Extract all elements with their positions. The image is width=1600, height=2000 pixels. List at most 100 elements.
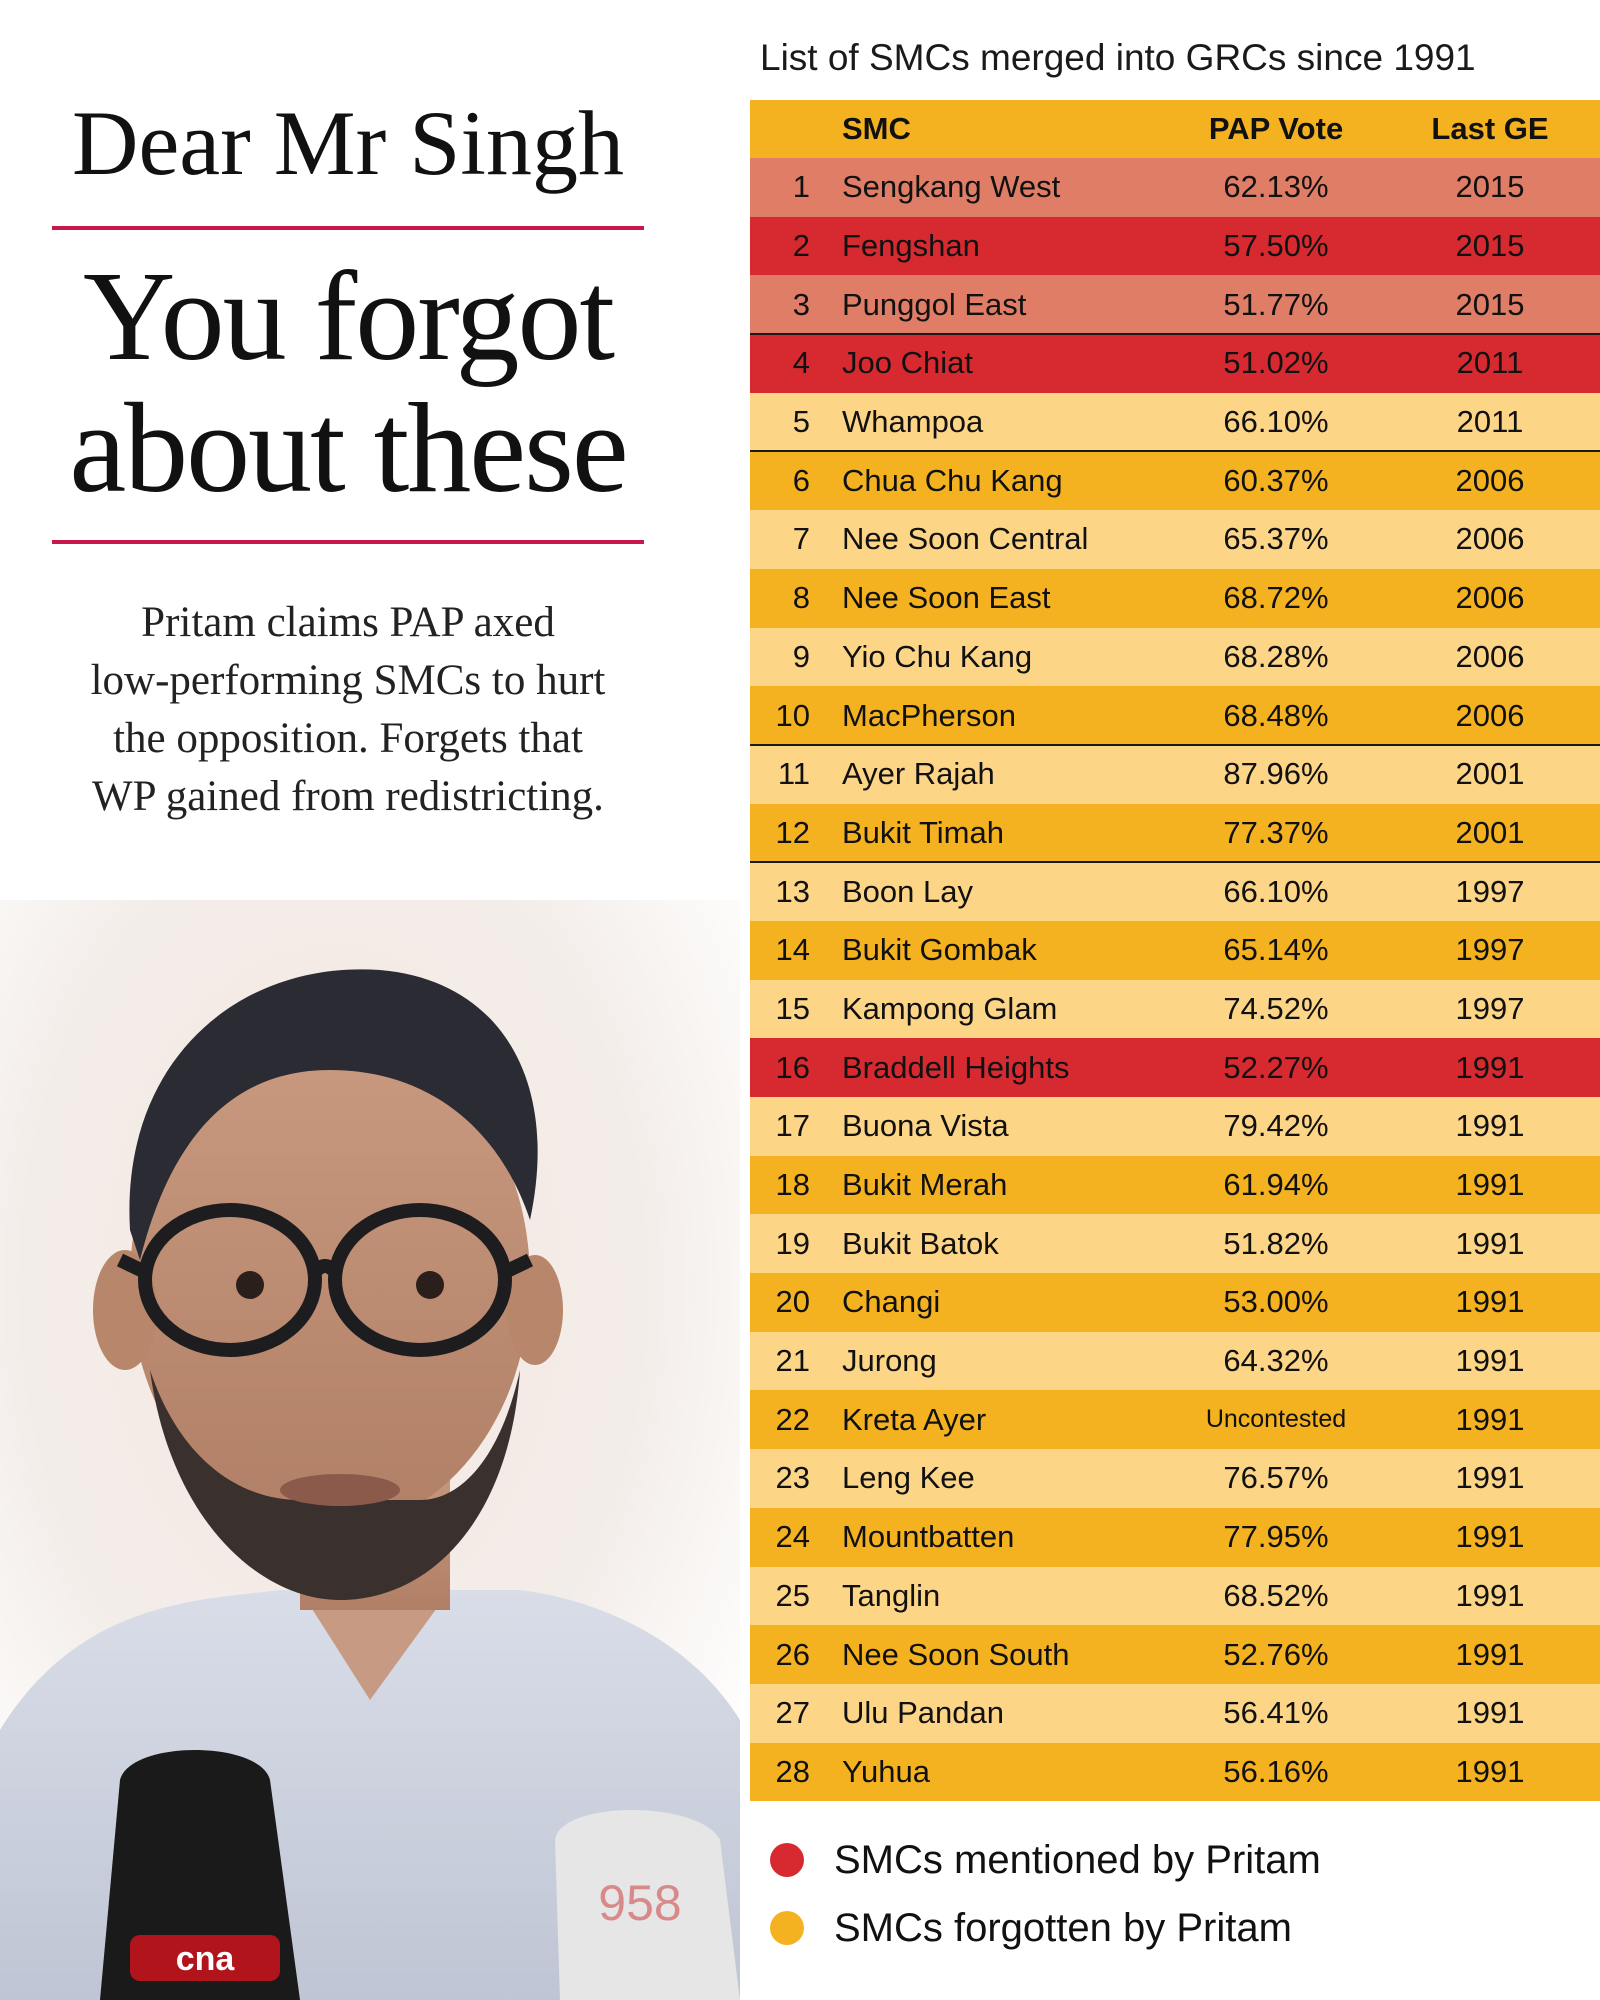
microphone-right <box>555 1810 740 2000</box>
mic-logo-cna: cna <box>176 1940 236 1978</box>
row-number: 22 <box>775 1401 810 1437</box>
row-number: 26 <box>775 1636 810 1672</box>
row-last-ge: 2015 <box>1455 169 1525 205</box>
row-last-ge: 1991 <box>1455 1636 1525 1672</box>
mouth <box>280 1474 400 1506</box>
row-smc-name: Yio Chu Kang <box>842 638 1033 674</box>
row-pap-vote: 68.52% <box>1223 1577 1329 1613</box>
row-last-ge: 1991 <box>1455 1167 1525 1203</box>
row-number: 12 <box>775 814 810 850</box>
row-number: 27 <box>775 1695 810 1731</box>
row-number: 7 <box>792 521 810 557</box>
row-smc-name: Chua Chu Kang <box>842 462 1063 498</box>
row-last-ge: 2015 <box>1455 286 1525 322</box>
row-last-ge: 1991 <box>1455 1343 1525 1379</box>
table-row: 14 Bukit Gombak 65.14% 1997 <box>750 920 1600 980</box>
row-pap-vote: 51.77% <box>1223 286 1329 322</box>
row-number: 15 <box>775 990 810 1026</box>
ear-right <box>507 1255 563 1365</box>
table-row: 26 Nee Soon South 52.76% 1991 <box>750 1625 1600 1684</box>
header-last-ge: Last GE <box>1431 111 1549 146</box>
row-number: 16 <box>775 1049 810 1085</box>
row-pap-vote: 87.96% <box>1223 756 1329 792</box>
row-number: 4 <box>792 345 810 381</box>
table-row: 27 Ulu Pandan 56.41% 1991 <box>750 1683 1600 1743</box>
row-last-ge: 1991 <box>1455 1519 1525 1555</box>
table-row: 21 Jurong 64.32% 1991 <box>750 1331 1600 1391</box>
row-pap-vote: 77.37% <box>1223 814 1329 850</box>
row-last-ge: 1991 <box>1455 1108 1525 1144</box>
table-row: 9 Yio Chu Kang 68.28% 2006 <box>750 627 1600 687</box>
lede-line: the opposition. Forgets that <box>113 715 583 762</box>
row-smc-name: Jurong <box>842 1343 937 1379</box>
lede-line: low-performing SMCs to hurt <box>90 657 606 704</box>
row-number: 9 <box>792 638 810 674</box>
row-number: 1 <box>792 169 810 205</box>
row-number: 14 <box>775 932 810 968</box>
eye-left <box>236 1271 264 1299</box>
headline-salutation: Dear Mr Singh <box>72 92 624 194</box>
row-smc-name: Leng Kee <box>842 1460 975 1496</box>
table-row: 17 Buona Vista 79.42% 1991 <box>750 1097 1600 1156</box>
row-pap-vote: Uncontested <box>1205 1405 1347 1434</box>
table-row: 18 Bukit Merah 61.94% 1991 <box>750 1155 1600 1215</box>
row-last-ge: 2015 <box>1455 228 1525 264</box>
table-row: 10 MacPherson 68.48% 2006 <box>750 686 1600 745</box>
row-smc-name: Braddell Heights <box>842 1049 1070 1085</box>
table-row: 1 Sengkang West 62.13% 2015 <box>750 158 1600 217</box>
row-pap-vote: 56.16% <box>1223 1753 1329 1789</box>
neck-opening <box>300 1590 450 1700</box>
row-pap-vote: 62.13% <box>1223 169 1329 205</box>
row-last-ge: 2006 <box>1455 521 1525 557</box>
row-smc-name: Bukit Timah <box>842 814 1004 850</box>
row-last-ge: 1991 <box>1455 1695 1525 1731</box>
row-last-ge: 1991 <box>1455 1401 1525 1437</box>
legend-dot-yellow-icon <box>770 1911 804 1945</box>
row-last-ge: 2011 <box>1456 404 1524 440</box>
row-pap-vote: 65.14% <box>1223 932 1329 968</box>
cna-logo-badge <box>130 1935 280 1981</box>
row-number: 2 <box>792 228 810 264</box>
table-row: 8 Nee Soon East 68.72% 2006 <box>750 568 1600 628</box>
row-last-ge: 1991 <box>1455 1284 1525 1320</box>
row-last-ge: 1991 <box>1455 1225 1525 1261</box>
headline-main-line2: about these <box>69 377 628 519</box>
table-row: 12 Bukit Timah 77.37% 2001 <box>750 803 1600 863</box>
row-pap-vote: 57.50% <box>1223 228 1329 264</box>
row-smc-name: Nee Soon Central <box>842 521 1089 557</box>
table-body: 1 Sengkang West 62.13% 2015 2 Fengshan 57.50% 2… <box>750 158 1600 1802</box>
row-last-ge: 1997 <box>1455 873 1525 909</box>
row-number: 6 <box>792 462 810 498</box>
portrait-photo: cna 958 <box>0 900 740 2000</box>
row-smc-name: Punggol East <box>842 286 1027 322</box>
headline-divider-bottom <box>52 540 644 544</box>
table-row: 7 Nee Soon Central 65.37% 2006 <box>750 510 1600 569</box>
row-pap-vote: 66.10% <box>1223 873 1329 909</box>
row-pap-vote: 68.48% <box>1223 697 1329 733</box>
row-smc-name: Kreta Ayer <box>842 1401 987 1437</box>
row-pap-vote: 51.02% <box>1223 345 1329 381</box>
row-pap-vote: 60.37% <box>1223 462 1329 498</box>
row-number: 25 <box>775 1577 810 1613</box>
table-row: 2 Fengshan 57.50% 2015 <box>750 216 1600 276</box>
row-smc-name: Bukit Batok <box>842 1225 999 1261</box>
row-last-ge: 1991 <box>1455 1753 1525 1789</box>
legend-item-forgotten: SMCs forgotten by Pritam <box>770 1894 1321 1962</box>
row-number: 17 <box>775 1108 810 1144</box>
row-smc-name: Sengkang West <box>842 169 1061 205</box>
hair <box>129 969 538 1260</box>
row-number: 20 <box>775 1284 810 1320</box>
row-pap-vote: 77.95% <box>1223 1519 1329 1555</box>
table-header-row: SMC PAP Vote Last GE <box>750 100 1600 158</box>
table-row: 24 Mountbatten 77.95% 1991 <box>750 1507 1600 1567</box>
row-last-ge: 2001 <box>1455 814 1525 850</box>
table-row: 19 Bukit Batok 51.82% 1991 <box>750 1214 1600 1274</box>
row-last-ge: 1991 <box>1455 1049 1525 1085</box>
row-last-ge: 2006 <box>1455 697 1525 733</box>
table-row: 15 Kampong Glam 74.52% 1997 <box>750 979 1600 1039</box>
row-pap-vote: 64.32% <box>1223 1343 1329 1379</box>
row-last-ge: 1997 <box>1455 932 1525 968</box>
table-row: 3 Punggol East 51.77% 2015 <box>750 275 1600 335</box>
table-row: 25 Tanglin 68.52% 1991 <box>750 1566 1600 1626</box>
lede-line: Pritam claims PAP axed <box>141 599 555 646</box>
